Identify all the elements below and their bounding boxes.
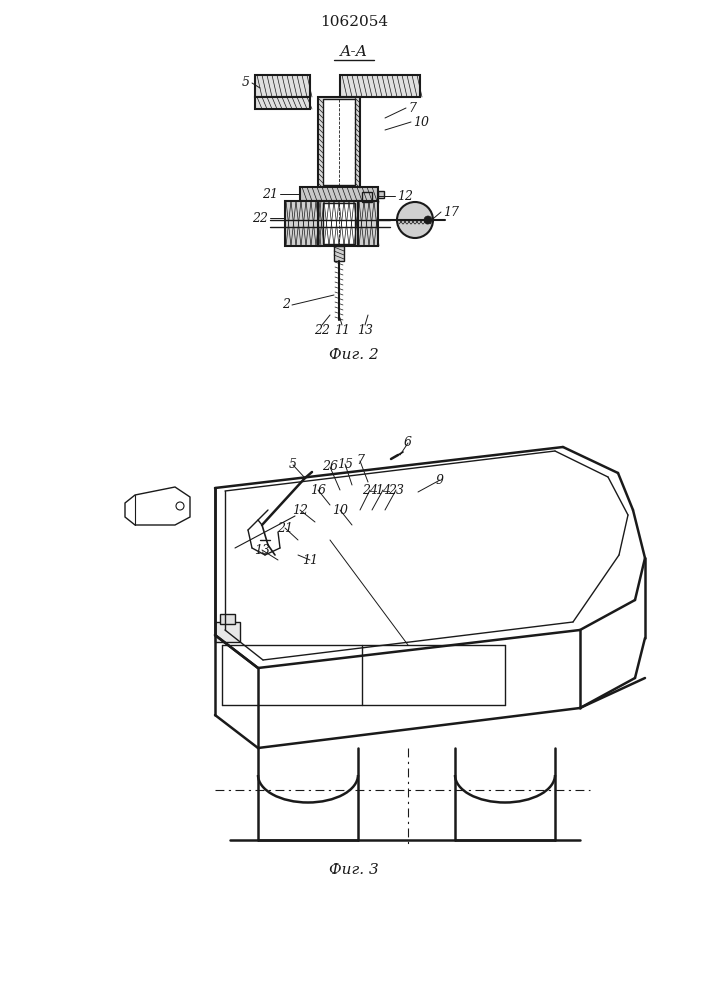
Bar xyxy=(362,192,372,202)
Text: 7: 7 xyxy=(356,454,364,468)
Bar xyxy=(318,97,360,187)
Text: 2: 2 xyxy=(282,298,290,312)
Text: 24: 24 xyxy=(362,484,378,496)
Bar xyxy=(255,75,310,97)
Text: Фиг. 3: Фиг. 3 xyxy=(329,863,379,877)
Text: 14: 14 xyxy=(375,484,391,496)
Text: 6: 6 xyxy=(404,436,412,450)
Text: 12: 12 xyxy=(397,190,413,202)
Text: 11: 11 xyxy=(334,324,350,336)
Text: 13: 13 xyxy=(357,324,373,336)
Text: А-А: А-А xyxy=(340,45,368,59)
Text: 15: 15 xyxy=(337,458,353,471)
Bar xyxy=(255,97,310,109)
Text: 23: 23 xyxy=(388,484,404,496)
Text: 22: 22 xyxy=(252,212,268,225)
Bar xyxy=(300,187,378,201)
Bar xyxy=(378,191,384,198)
Text: 21: 21 xyxy=(277,522,293,534)
Text: 11: 11 xyxy=(302,554,318,566)
Circle shape xyxy=(397,202,433,238)
Text: 10: 10 xyxy=(413,115,429,128)
Bar xyxy=(323,203,355,244)
Circle shape xyxy=(424,216,432,224)
Text: 22: 22 xyxy=(314,324,330,336)
Text: Фиг. 2: Фиг. 2 xyxy=(329,348,379,362)
Text: 5: 5 xyxy=(289,458,297,472)
Text: 10: 10 xyxy=(332,504,348,516)
Bar xyxy=(318,201,360,246)
Bar xyxy=(285,201,320,246)
Text: 9: 9 xyxy=(436,474,444,487)
Text: 1062054: 1062054 xyxy=(320,15,388,29)
Text: 21: 21 xyxy=(262,188,278,200)
Text: 17: 17 xyxy=(443,206,459,219)
Bar xyxy=(323,99,355,185)
Bar xyxy=(334,246,344,261)
Bar xyxy=(358,201,378,246)
Text: 7: 7 xyxy=(408,102,416,114)
Bar xyxy=(340,75,420,97)
Text: 26: 26 xyxy=(322,460,338,474)
Bar xyxy=(215,622,240,642)
Text: 13: 13 xyxy=(254,544,270,556)
Text: 5: 5 xyxy=(242,77,250,90)
Text: 12: 12 xyxy=(292,504,308,516)
Text: 16: 16 xyxy=(310,484,326,496)
Bar xyxy=(220,614,235,624)
